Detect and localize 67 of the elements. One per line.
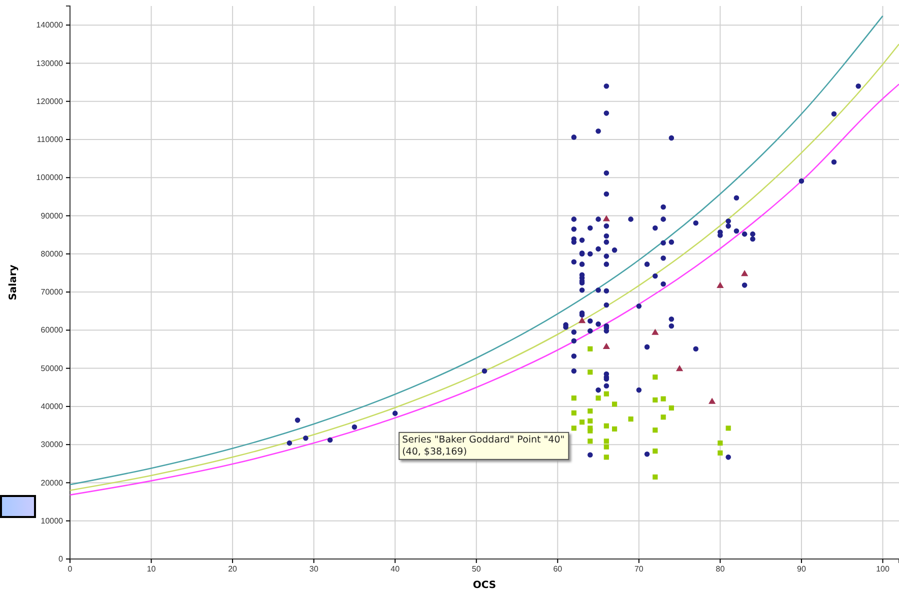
point	[741, 270, 748, 276]
point	[668, 405, 674, 411]
x-tick-label: 50	[472, 564, 482, 574]
y-tick-label: 100000	[36, 173, 64, 182]
point	[604, 454, 609, 460]
point	[602, 342, 610, 350]
point	[588, 370, 593, 375]
point	[718, 450, 723, 456]
x-tick-label: 40	[390, 564, 400, 574]
point	[604, 444, 609, 450]
x-tick-label: 80	[716, 564, 726, 574]
x-tick-label: 30	[309, 564, 319, 574]
y-tick-label: 110000	[36, 135, 64, 144]
x-tick-label: 100	[876, 564, 890, 574]
y-axis-title: Salary	[8, 264, 19, 300]
point	[571, 426, 576, 431]
point	[652, 428, 658, 433]
point	[652, 374, 658, 380]
point	[588, 346, 593, 352]
point	[588, 428, 593, 434]
y-tick-label: 90000	[40, 211, 64, 220]
point	[588, 418, 593, 424]
y-tick-label: 10000	[40, 516, 64, 526]
point	[718, 440, 723, 446]
point	[602, 215, 610, 222]
y-tick-label: 140000	[36, 20, 64, 30]
point	[604, 438, 609, 444]
y-tick-label: 70000	[40, 288, 64, 297]
point	[588, 408, 593, 414]
point	[676, 364, 684, 372]
point	[652, 328, 659, 335]
point	[628, 416, 634, 422]
x-tick-label: 10	[146, 564, 156, 574]
x-tick-label: 20	[228, 564, 238, 574]
y-tick-label: 30000	[40, 440, 64, 450]
point	[571, 410, 576, 416]
point	[726, 426, 731, 431]
y-tick-label: 80000	[40, 249, 64, 258]
x-tick-label: 90	[797, 564, 806, 574]
point	[652, 397, 658, 403]
point	[652, 448, 658, 454]
point	[708, 398, 716, 404]
y-tick-label: 50000	[40, 364, 64, 373]
y-tick-label: 120000	[36, 96, 64, 106]
x-axis-title: OCS	[472, 580, 496, 591]
x-tick-label: 0	[68, 564, 73, 574]
point	[612, 426, 618, 432]
y-tick-label: 40000	[40, 402, 64, 412]
point	[612, 402, 618, 407]
point	[571, 396, 576, 401]
point	[652, 474, 658, 480]
point	[660, 396, 666, 402]
point	[578, 316, 586, 324]
point	[716, 282, 724, 288]
point	[604, 391, 609, 396]
point	[604, 423, 609, 428]
y-tick-label: 130000	[36, 58, 64, 68]
point	[579, 420, 585, 425]
y-tick-label: 20000	[40, 478, 64, 488]
point	[588, 438, 593, 444]
y-tick-label: 60000	[40, 326, 64, 335]
x-tick-label: 60	[553, 564, 563, 574]
x-tick-label: 70	[634, 564, 644, 574]
point	[596, 396, 601, 401]
annotation: Series "Baker Goddard" Point "40" (40, $38,169)	[402, 434, 565, 458]
y-tick-label: 0	[58, 554, 64, 564]
point	[660, 414, 666, 420]
